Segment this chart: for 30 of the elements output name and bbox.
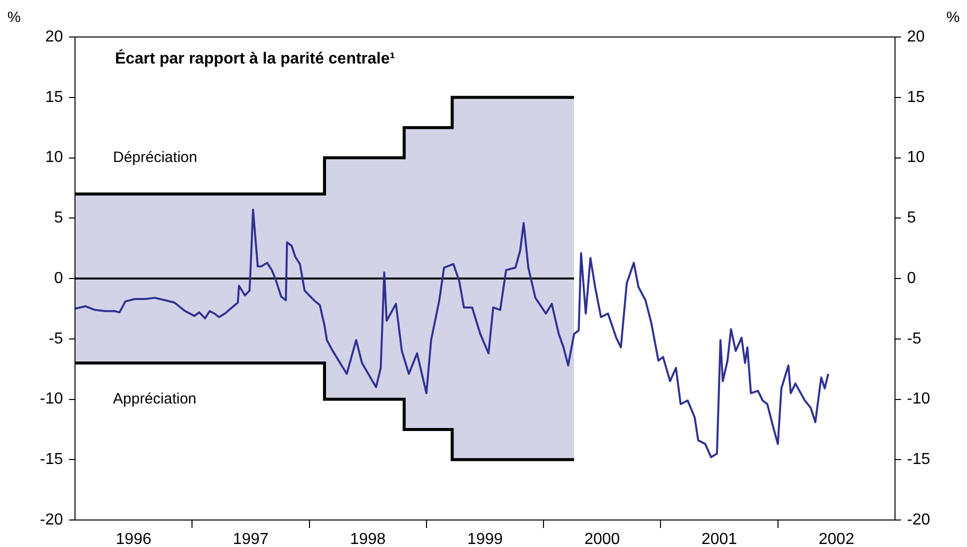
annotation: Dépréciation xyxy=(113,148,198,166)
y-tick-label: 10 xyxy=(45,149,64,166)
x-tick-label: 1998 xyxy=(350,531,386,547)
y2-tick-label: 0 xyxy=(907,270,916,287)
y-axis-title: % xyxy=(7,9,21,26)
y-tick-label: 0 xyxy=(54,270,64,287)
y2-tick-label: 20 xyxy=(907,28,925,46)
y-tick-label: -5 xyxy=(48,330,64,348)
y2-tick-label: -5 xyxy=(907,330,922,348)
y2-axis-title: % xyxy=(946,9,960,26)
x-tick-label: 1996 xyxy=(116,531,152,547)
text: Écart par rapport à la parité centrale¹ xyxy=(115,48,396,68)
y-tick-label: -15 xyxy=(40,451,64,468)
x-tick-label: 1999 xyxy=(467,531,503,547)
x-tick-label: 2001 xyxy=(701,531,738,547)
x-tick-label: 2000 xyxy=(584,531,620,547)
y2-tick-label: 5 xyxy=(907,210,916,227)
y2-tick-label: -15 xyxy=(907,451,930,468)
y-tick-label: 15 xyxy=(45,88,64,106)
x-tick-label: 2002 xyxy=(818,531,854,547)
y-tick-label: 5 xyxy=(54,210,64,227)
x-tick-label: 1997 xyxy=(232,531,269,547)
annotation: Appréciation xyxy=(113,390,196,408)
y2-tick-label: 10 xyxy=(907,149,925,166)
y-tick-label: -10 xyxy=(40,390,64,408)
y2-tick-label: 15 xyxy=(907,88,925,106)
y-tick-label: -20 xyxy=(40,511,64,528)
y2-tick-label: -10 xyxy=(907,390,930,408)
y2-tick-label: -20 xyxy=(907,511,930,528)
y-tick-label: 20 xyxy=(45,28,64,46)
